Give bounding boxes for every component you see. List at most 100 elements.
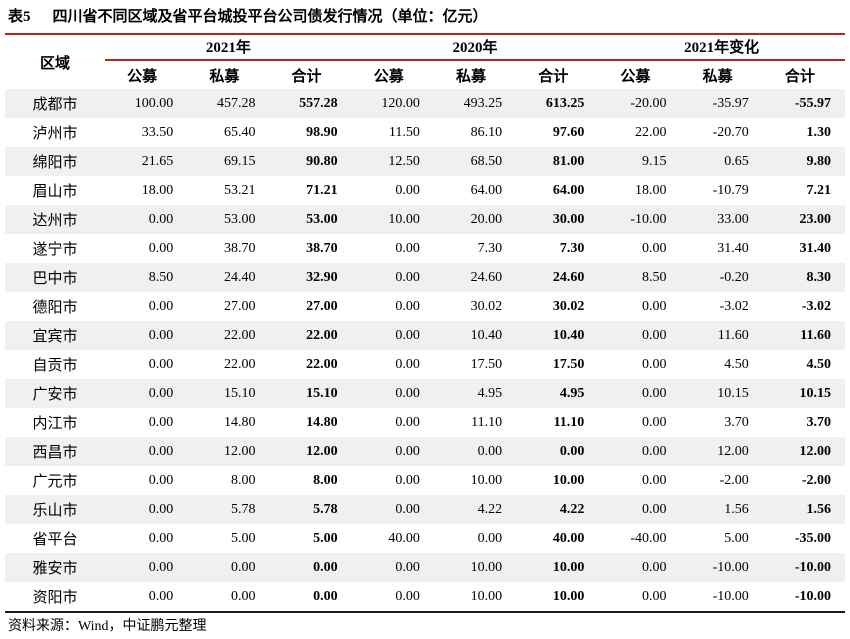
- value-cell: 10.40: [470, 327, 503, 343]
- value-cell: 0.00: [477, 443, 503, 459]
- total-value-cell: 0.00: [559, 443, 585, 459]
- table-row: 广安市 0.00 15.10 15.10 0.00 4.95 4.95 0.00 10.15 10…: [5, 379, 845, 408]
- bond-issuance-table: 区域 2021年 2020年 2021年变化 公募 私募 合计 公募 私募 合计 公募 私募 合…: [5, 35, 845, 611]
- value-cell: 12.50: [388, 153, 420, 169]
- total-value-cell: 11.60: [800, 327, 831, 343]
- value-cell: 5.78: [230, 501, 256, 517]
- value-cell: 120.00: [381, 95, 420, 111]
- value-cell: -10.00: [630, 211, 667, 227]
- value-cell: 64.00: [470, 182, 503, 198]
- value-cell: 11.60: [717, 327, 749, 343]
- region-cell: 广安市: [32, 387, 78, 403]
- total-value-cell: 12.00: [306, 443, 338, 459]
- value-cell: 24.60: [470, 269, 503, 285]
- value-cell: 12.00: [717, 443, 749, 459]
- value-cell: 30.02: [470, 298, 503, 314]
- value-cell: 22.00: [635, 124, 667, 140]
- total-value-cell: 40.00: [552, 530, 585, 546]
- value-cell: 40.00: [388, 530, 420, 546]
- value-cell: 86.10: [470, 124, 503, 140]
- total-value-cell: 557.28: [299, 95, 338, 111]
- value-cell: 8.50: [148, 269, 174, 285]
- value-cell: 10.00: [470, 588, 503, 604]
- column-group-2021: 2021年: [105, 35, 352, 61]
- value-cell: 0.00: [395, 240, 420, 256]
- total-value-cell: 7.21: [806, 182, 832, 198]
- value-cell: 4.50: [724, 356, 749, 372]
- table-row: 省平台 0.00 5.00 5.00 40.00 0.00 40.00 -40.00 5.00 -…: [5, 524, 845, 553]
- total-value-cell: 31.40: [799, 240, 832, 256]
- value-cell: 0.00: [395, 327, 420, 343]
- value-cell: 0.00: [230, 559, 256, 575]
- total-value-cell: 22.00: [306, 327, 338, 343]
- total-value-cell: 24.60: [552, 269, 585, 285]
- region-cell: 西昌市: [32, 445, 78, 461]
- value-cell: 18.00: [141, 182, 174, 198]
- subheader-private-placement-group0: 私募: [209, 68, 240, 85]
- total-value-cell: 1.30: [806, 124, 832, 140]
- value-cell: 0.00: [148, 211, 174, 227]
- group-header-row: 区域 2021年 2020年 2021年变化: [5, 35, 845, 72]
- value-cell: 0.00: [148, 327, 174, 343]
- total-value-cell: 5.00: [313, 530, 338, 546]
- value-cell: 4.95: [477, 385, 503, 401]
- total-value-cell: 22.00: [306, 356, 338, 372]
- table-row: 自贡市 0.00 22.00 22.00 0.00 17.50 17.50 0.00 4.50 4…: [5, 350, 845, 379]
- table-row: 乐山市 0.00 5.78 5.78 0.00 4.22 4.22 0.00 1.56 1.56: [5, 495, 845, 524]
- region-cell: 资阳市: [32, 590, 78, 606]
- value-cell: 0.00: [642, 356, 667, 372]
- table-row: 雅安市 0.00 0.00 0.00 0.00 10.00 10.00 0.00 -10.00 -…: [5, 553, 845, 582]
- total-value-cell: 9.80: [806, 153, 832, 169]
- total-value-cell: 98.90: [306, 124, 338, 140]
- value-cell: 9.15: [642, 153, 667, 169]
- value-cell: 10.00: [470, 472, 503, 488]
- region-cell: 乐山市: [32, 503, 78, 519]
- value-cell: 24.40: [223, 269, 256, 285]
- subheader-total-group0: 合计: [291, 68, 322, 85]
- value-cell: 4.22: [477, 501, 503, 517]
- total-value-cell: 64.00: [552, 182, 585, 198]
- value-cell: 0.00: [642, 443, 667, 459]
- subheader-public-offering-group0: 公募: [127, 68, 158, 85]
- value-cell: 27.00: [223, 298, 256, 314]
- value-cell: -2.00: [719, 472, 749, 488]
- value-cell: 69.15: [223, 153, 256, 169]
- region-cell: 德阳市: [32, 300, 78, 316]
- subheader-public-offering-group1: 公募: [373, 68, 404, 85]
- value-cell: 0.00: [395, 588, 420, 604]
- value-cell: 0.00: [395, 559, 420, 575]
- table-title-text: 四川省不同区域及省平台城投平台公司债发行情况（单位：亿元）: [52, 9, 488, 25]
- total-value-cell: 4.22: [559, 501, 585, 517]
- region-cell: 广元市: [32, 474, 78, 490]
- total-value-cell: 30.02: [552, 298, 585, 314]
- total-value-cell: 0.00: [313, 559, 338, 575]
- table-row: 德阳市 0.00 27.00 27.00 0.00 30.02 30.02 0.00 -3.02…: [5, 292, 845, 321]
- total-value-cell: 1.56: [806, 501, 832, 517]
- value-cell: 0.00: [148, 588, 174, 604]
- total-value-cell: 71.21: [306, 182, 338, 198]
- total-value-cell: 10.00: [552, 559, 585, 575]
- table-row: 宜宾市 0.00 22.00 22.00 0.00 10.40 10.40 0.00 11.60…: [5, 321, 845, 350]
- total-value-cell: 7.30: [559, 240, 585, 256]
- subheader-total-group1: 合计: [538, 68, 569, 85]
- value-cell: 457.28: [216, 95, 256, 111]
- value-cell: 10.15: [717, 385, 749, 401]
- value-cell: -20.00: [630, 95, 667, 111]
- table-row: 内江市 0.00 14.80 14.80 0.00 11.10 11.10 0.00 3.70 3…: [5, 408, 845, 437]
- value-cell: -40.00: [630, 530, 667, 546]
- table-tag: 表5: [8, 9, 31, 25]
- value-cell: 0.00: [148, 385, 174, 401]
- region-cell: 内江市: [32, 416, 78, 432]
- total-value-cell: 10.00: [552, 472, 585, 488]
- total-value-cell: 10.40: [552, 327, 585, 343]
- value-cell: 10.00: [470, 559, 503, 575]
- value-cell: 18.00: [635, 182, 667, 198]
- region-cell: 自贡市: [32, 358, 78, 374]
- value-cell: 0.00: [148, 472, 174, 488]
- value-cell: 0.00: [230, 588, 256, 604]
- table-header: 区域 2021年 2020年 2021年变化 公募 私募 合计 公募 私募 合计 公募 私募 合…: [5, 35, 845, 89]
- value-cell: 0.00: [148, 559, 174, 575]
- value-cell: 0.00: [395, 182, 420, 198]
- table-row: 成都市 100.00 457.28 557.28 120.00 493.25 613.25 -…: [5, 89, 845, 118]
- region-cell: 巴中市: [32, 271, 78, 287]
